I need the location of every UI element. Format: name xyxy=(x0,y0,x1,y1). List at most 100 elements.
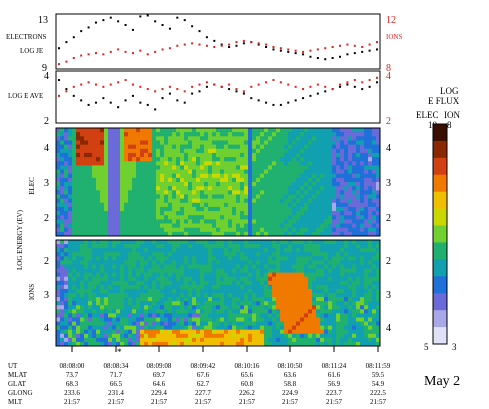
electron-cell xyxy=(252,219,257,224)
electron-cell xyxy=(172,161,177,166)
electron-cell xyxy=(312,231,317,237)
ion-cell xyxy=(220,293,225,298)
electron-cell xyxy=(332,223,337,229)
electron-cell xyxy=(112,223,117,229)
ion-cell xyxy=(124,276,129,282)
electron-cell xyxy=(56,165,61,170)
ion-cell xyxy=(364,293,369,298)
electron-cell xyxy=(128,136,133,141)
electron-cell xyxy=(108,211,113,216)
electron-cell xyxy=(288,194,293,200)
ion-cell xyxy=(376,252,381,257)
electron-cell xyxy=(256,128,261,133)
electron-cell xyxy=(184,161,189,166)
electron-cell xyxy=(168,231,173,237)
ion-cell xyxy=(60,272,65,278)
ion-cell xyxy=(324,272,329,278)
electron-cell xyxy=(308,190,313,195)
electron-cell xyxy=(128,215,133,220)
electron-cell xyxy=(276,165,281,170)
electron-cell xyxy=(244,227,249,233)
electron-cell xyxy=(100,215,105,220)
ion-cell xyxy=(276,280,281,286)
ion-cell xyxy=(328,288,333,294)
ion-cell xyxy=(196,317,201,322)
ion-cell xyxy=(372,244,377,249)
ion-cell xyxy=(160,248,165,253)
electron-cell xyxy=(124,186,129,191)
electron-cell xyxy=(88,136,93,141)
ion-cell xyxy=(272,325,277,331)
ion-cell xyxy=(320,260,325,265)
ion-cell xyxy=(108,244,113,249)
ion-cell xyxy=(80,260,85,265)
electron-cell xyxy=(248,198,253,204)
ion-point xyxy=(213,46,216,48)
electron-cell xyxy=(172,227,177,233)
electron-cell xyxy=(156,186,161,191)
ion-cell xyxy=(184,272,189,278)
electron-cell xyxy=(356,132,361,137)
electron-cell xyxy=(68,223,73,229)
electron-cell xyxy=(108,148,113,154)
electron-cell xyxy=(216,165,221,170)
electron-point xyxy=(228,88,231,91)
ion-cell xyxy=(344,313,349,318)
ion-cell xyxy=(220,288,225,294)
electron-cell xyxy=(176,173,181,179)
electron-cell xyxy=(60,202,65,208)
electron-cell xyxy=(228,182,233,187)
electron-cell xyxy=(164,128,169,133)
ion-cell xyxy=(312,297,317,302)
ion-cell xyxy=(84,333,89,339)
ion-cell xyxy=(320,288,325,294)
electron-cell xyxy=(328,190,333,195)
electron-cell xyxy=(124,128,129,133)
electron-cell xyxy=(228,206,233,212)
ion-cell xyxy=(328,309,333,314)
electron-cell xyxy=(296,148,301,154)
electron-cell xyxy=(168,198,173,204)
ion-cell xyxy=(364,264,369,269)
ion-cell xyxy=(312,329,317,335)
energy-label-logeave: LOG E AVE xyxy=(8,92,43,100)
ion-cell xyxy=(348,248,353,253)
ion-cell xyxy=(124,325,129,331)
electron-cell xyxy=(212,152,217,158)
electron-cell xyxy=(152,152,157,158)
ion-cell xyxy=(96,260,101,265)
electron-cell xyxy=(160,219,165,224)
electron-cell xyxy=(140,186,145,191)
ion-cell xyxy=(116,280,121,286)
electron-cell xyxy=(260,206,265,212)
ion-cell xyxy=(224,329,229,335)
electron-cell xyxy=(268,227,273,233)
ion-cell xyxy=(208,248,213,253)
ion-cell xyxy=(260,321,265,327)
ion-cell xyxy=(280,329,285,335)
ion-cell xyxy=(232,297,237,302)
electron-cell xyxy=(312,182,317,187)
electron-cell xyxy=(212,211,217,216)
ion-cell xyxy=(144,329,149,335)
electron-cell xyxy=(212,227,217,233)
electron-cell xyxy=(224,186,229,191)
electron-cell xyxy=(224,211,229,216)
electron-cell xyxy=(136,182,141,187)
ion-cell xyxy=(164,337,169,343)
ion-cell xyxy=(316,313,321,318)
ion-cell xyxy=(360,276,365,282)
electron-cell xyxy=(92,169,97,175)
ion-cell xyxy=(144,313,149,318)
electron-cell xyxy=(356,215,361,220)
electron-cell xyxy=(56,182,61,187)
electron-cell xyxy=(192,136,197,141)
ion-cell xyxy=(360,317,365,322)
electron-cell xyxy=(132,223,137,229)
electron-cell xyxy=(176,227,181,233)
electron-cell xyxy=(172,165,177,170)
electron-cell xyxy=(276,132,281,137)
ion-cell xyxy=(104,305,109,310)
electron-cell xyxy=(324,186,329,191)
ion-cell xyxy=(344,288,349,294)
